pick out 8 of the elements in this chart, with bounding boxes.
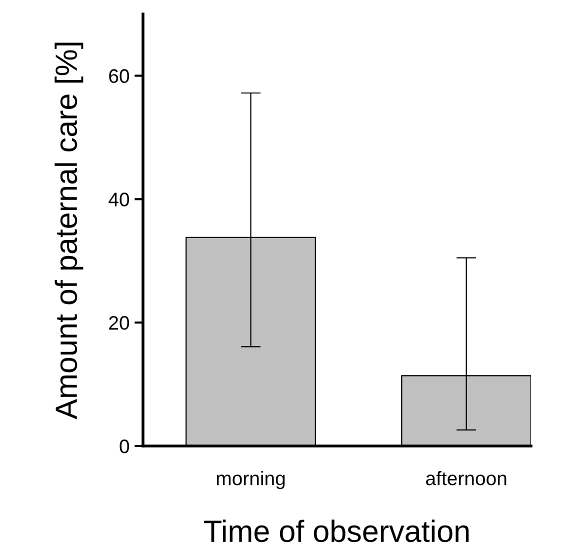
y-tick-label: 60 [109, 69, 130, 83]
x-tick-label: afternoon [426, 471, 506, 486]
y-tick-label: 20 [109, 316, 130, 330]
y-tick-label: 0 [120, 439, 130, 454]
y-axis-title: Amount of paternal care [%] [54, 42, 84, 420]
y-tick-label: 40 [108, 192, 130, 206]
x-axis-title: Time of observation [204, 520, 469, 542]
x-tick-label: morning [216, 471, 285, 490]
